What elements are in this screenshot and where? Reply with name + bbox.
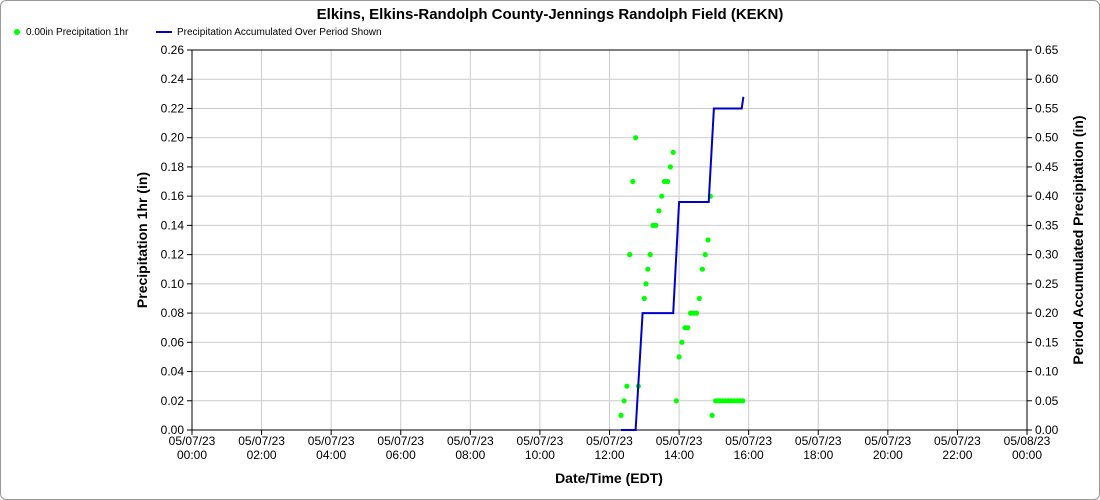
precip-1hr-point <box>624 383 630 389</box>
precip-1hr-point <box>645 266 651 272</box>
gridlines <box>191 49 1028 431</box>
precip-1hr-point <box>696 295 702 302</box>
x-tick-label-time: 18:00 <box>803 448 833 462</box>
y-tick-label-left: 0.14 <box>161 218 185 232</box>
precip-1hr-point <box>653 222 659 228</box>
y-tick-label-right: 0.30 <box>1035 248 1059 262</box>
x-tick-label-time: 00:00 <box>177 448 207 462</box>
legend-item-accumulated: Precipitation Accumulated Over Period Sh… <box>156 27 382 38</box>
precip-1hr-point <box>641 295 647 302</box>
x-tick-label-time: 12:00 <box>594 448 624 462</box>
precip-1hr-point <box>665 178 671 185</box>
x-tick-label-date: 05/08/23 <box>1004 434 1051 448</box>
accumulated-precip-line <box>621 96 745 431</box>
y-tick-label-right: 0.60 <box>1035 72 1059 86</box>
y-axis-right-label: Period Accumulated Precipitation (in) <box>1070 115 1086 364</box>
precip-1hr-point <box>702 252 708 258</box>
y-tick-label-right: 0.35 <box>1035 218 1059 232</box>
precip-1hr-point <box>656 208 662 214</box>
x-tick-label-date: 05/07/23 <box>308 434 355 448</box>
x-tick-label-date: 05/07/23 <box>447 434 494 448</box>
y-tick-label-left: 0.12 <box>161 248 185 262</box>
x-tick-label-time: 22:00 <box>942 448 972 462</box>
y-tick-label-right: 0.40 <box>1035 189 1059 203</box>
x-tick-label-time: 20:00 <box>873 448 903 462</box>
precip-1hr-point <box>679 339 685 345</box>
axes: 05/07/2300:0005/07/2302:0005/07/2304:000… <box>161 43 1059 462</box>
x-tick-label-date: 05/07/23 <box>586 434 633 448</box>
precip-1hr-point <box>676 354 682 360</box>
x-tick-label-date: 05/07/23 <box>517 434 564 448</box>
x-tick-label-time: 08:00 <box>455 448 485 462</box>
y-tick-label-left: 0.06 <box>161 335 185 349</box>
x-tick-label-date: 05/07/23 <box>725 434 772 448</box>
y-tick-label-left: 0.18 <box>161 160 185 174</box>
x-tick-label-date: 05/07/23 <box>656 434 703 448</box>
precip-1hr-point <box>709 412 715 418</box>
y-tick-label-left: 0.26 <box>161 43 185 57</box>
precip-1hr-point <box>699 266 706 272</box>
y-tick-label-left: 0.08 <box>161 306 185 320</box>
precip-1hr-point <box>627 252 633 258</box>
y-tick-label-left: 0.00 <box>161 423 185 437</box>
y-tick-label-left: 0.24 <box>161 72 185 86</box>
precip-1hr-point <box>667 164 674 170</box>
y-tick-label-left: 0.02 <box>161 394 185 408</box>
y-tick-label-left: 0.20 <box>161 131 185 145</box>
legend-label-accumulated: Precipitation Accumulated Over Period Sh… <box>177 27 382 38</box>
x-tick-label-time: 06:00 <box>386 448 416 462</box>
y-tick-label-right: 0.25 <box>1035 277 1059 291</box>
precip-1hr-point <box>643 281 649 287</box>
y-tick-label-right: 0.50 <box>1035 131 1059 145</box>
y-tick-label-right: 0.55 <box>1035 101 1059 115</box>
precip-1hr-point <box>693 310 700 316</box>
legend-blue-line-icon <box>156 31 172 34</box>
precip-1hr-point <box>705 237 711 243</box>
precip-1hr-point <box>618 412 624 418</box>
x-tick-label-time: 14:00 <box>664 448 694 462</box>
y-tick-label-left: 0.04 <box>161 365 185 379</box>
y-tick-label-right: 0.10 <box>1035 365 1059 379</box>
precip-1hr-point <box>740 398 746 404</box>
x-tick-label-date: 05/07/23 <box>377 434 424 448</box>
series-layer <box>618 96 746 431</box>
y-tick-label-left: 0.22 <box>161 101 185 115</box>
y-tick-label-right: 0.00 <box>1035 423 1059 437</box>
x-tick-label-time: 00:00 <box>1012 448 1042 462</box>
precip-1hr-point <box>670 149 676 155</box>
x-tick-label-time: 04:00 <box>316 448 346 462</box>
precip-1hr-point <box>633 135 639 141</box>
legend-green-dot-icon <box>14 29 20 36</box>
plot-area-border <box>191 49 1028 431</box>
precip-1hr-point <box>647 252 653 258</box>
precip-1hr-point <box>659 193 665 199</box>
y-tick-label-right: 0.20 <box>1035 306 1059 320</box>
legend-item-precip-1hr: 0.00in Precipitation 1hr <box>12 27 128 38</box>
x-tick-label-time: 10:00 <box>525 448 555 462</box>
precip-1hr-point <box>673 398 679 404</box>
y-tick-label-right: 0.05 <box>1035 394 1059 408</box>
precip-1hr-point <box>685 325 691 331</box>
x-tick-label-time: 02:00 <box>247 448 277 462</box>
chart-title: Elkins, Elkins-Randolph County-Jennings … <box>317 6 784 23</box>
precip-1hr-point <box>630 178 636 185</box>
x-tick-label-time: 16:00 <box>734 448 764 462</box>
y-axis-left-label: Precipitation 1hr (in) <box>134 172 150 308</box>
x-tick-label-date: 05/07/23 <box>169 434 216 448</box>
legend-label-precip-1hr: 0.00in Precipitation 1hr <box>26 27 129 38</box>
precip-1hr-point <box>621 398 627 404</box>
x-tick-label-date: 05/07/23 <box>934 434 981 448</box>
y-tick-label-right: 0.15 <box>1035 335 1059 349</box>
y-tick-label-left: 0.16 <box>161 189 185 203</box>
x-axis-label: Date/Time (EDT) <box>555 470 663 486</box>
x-tick-label-date: 05/07/23 <box>795 434 842 448</box>
y-tick-label-right: 0.65 <box>1035 43 1059 57</box>
x-tick-label-date: 05/07/23 <box>864 434 911 448</box>
x-tick-label-date: 05/07/23 <box>238 434 285 448</box>
y-tick-label-left: 0.10 <box>161 277 185 291</box>
y-tick-label-right: 0.45 <box>1035 160 1059 174</box>
